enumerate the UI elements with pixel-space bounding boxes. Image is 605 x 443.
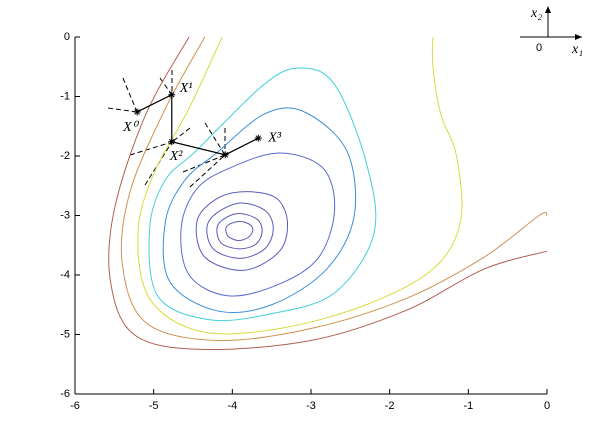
contour-line xyxy=(108,36,548,351)
indicator-y-arrow xyxy=(545,6,551,13)
point-label: X⁰ xyxy=(122,120,140,135)
x-tick-label: -3 xyxy=(306,400,316,412)
contour-line xyxy=(148,67,377,322)
y-tick-label: -5 xyxy=(60,328,70,340)
point-label: X³ xyxy=(267,130,282,145)
y-tick-label: 0 xyxy=(64,31,70,43)
indicator-y-label: x₂ xyxy=(530,6,542,21)
dash xyxy=(122,77,138,113)
contour-line xyxy=(120,36,548,342)
x-tick-label: -6 xyxy=(70,400,80,412)
path-point xyxy=(133,108,141,116)
dash xyxy=(159,77,173,96)
dash xyxy=(107,107,138,113)
indicator-x-arrow xyxy=(575,34,582,40)
contour-line xyxy=(162,107,357,313)
point-label: X¹ xyxy=(179,81,193,96)
x-tick-label: -2 xyxy=(385,400,395,412)
y-tick-label: -6 xyxy=(60,388,70,400)
dash xyxy=(171,127,191,143)
contour-line xyxy=(180,152,336,297)
x-tick-label: -4 xyxy=(227,400,237,412)
y-tick-label: -4 xyxy=(60,269,70,281)
contour-line xyxy=(137,36,463,335)
indicator-x-label: x₁ xyxy=(571,42,583,57)
x-tick-label: -5 xyxy=(149,400,159,412)
dash xyxy=(129,141,173,156)
path-point xyxy=(168,91,176,99)
point-label: X² xyxy=(169,149,184,164)
y-tick-label: -1 xyxy=(60,90,70,102)
path-point xyxy=(221,151,229,159)
dash xyxy=(204,122,226,156)
y-tick-label: -2 xyxy=(60,150,70,162)
x-tick-label: -1 xyxy=(463,400,473,412)
contour-line xyxy=(195,191,289,271)
path-point xyxy=(168,138,176,146)
contour-line xyxy=(216,213,263,250)
indicator-origin: 0 xyxy=(536,42,542,54)
y-tick-label: -3 xyxy=(60,209,70,221)
path-point xyxy=(254,134,262,142)
contour-line xyxy=(225,220,254,242)
contour-line xyxy=(206,202,274,259)
x-tick-label: 0 xyxy=(544,400,550,412)
